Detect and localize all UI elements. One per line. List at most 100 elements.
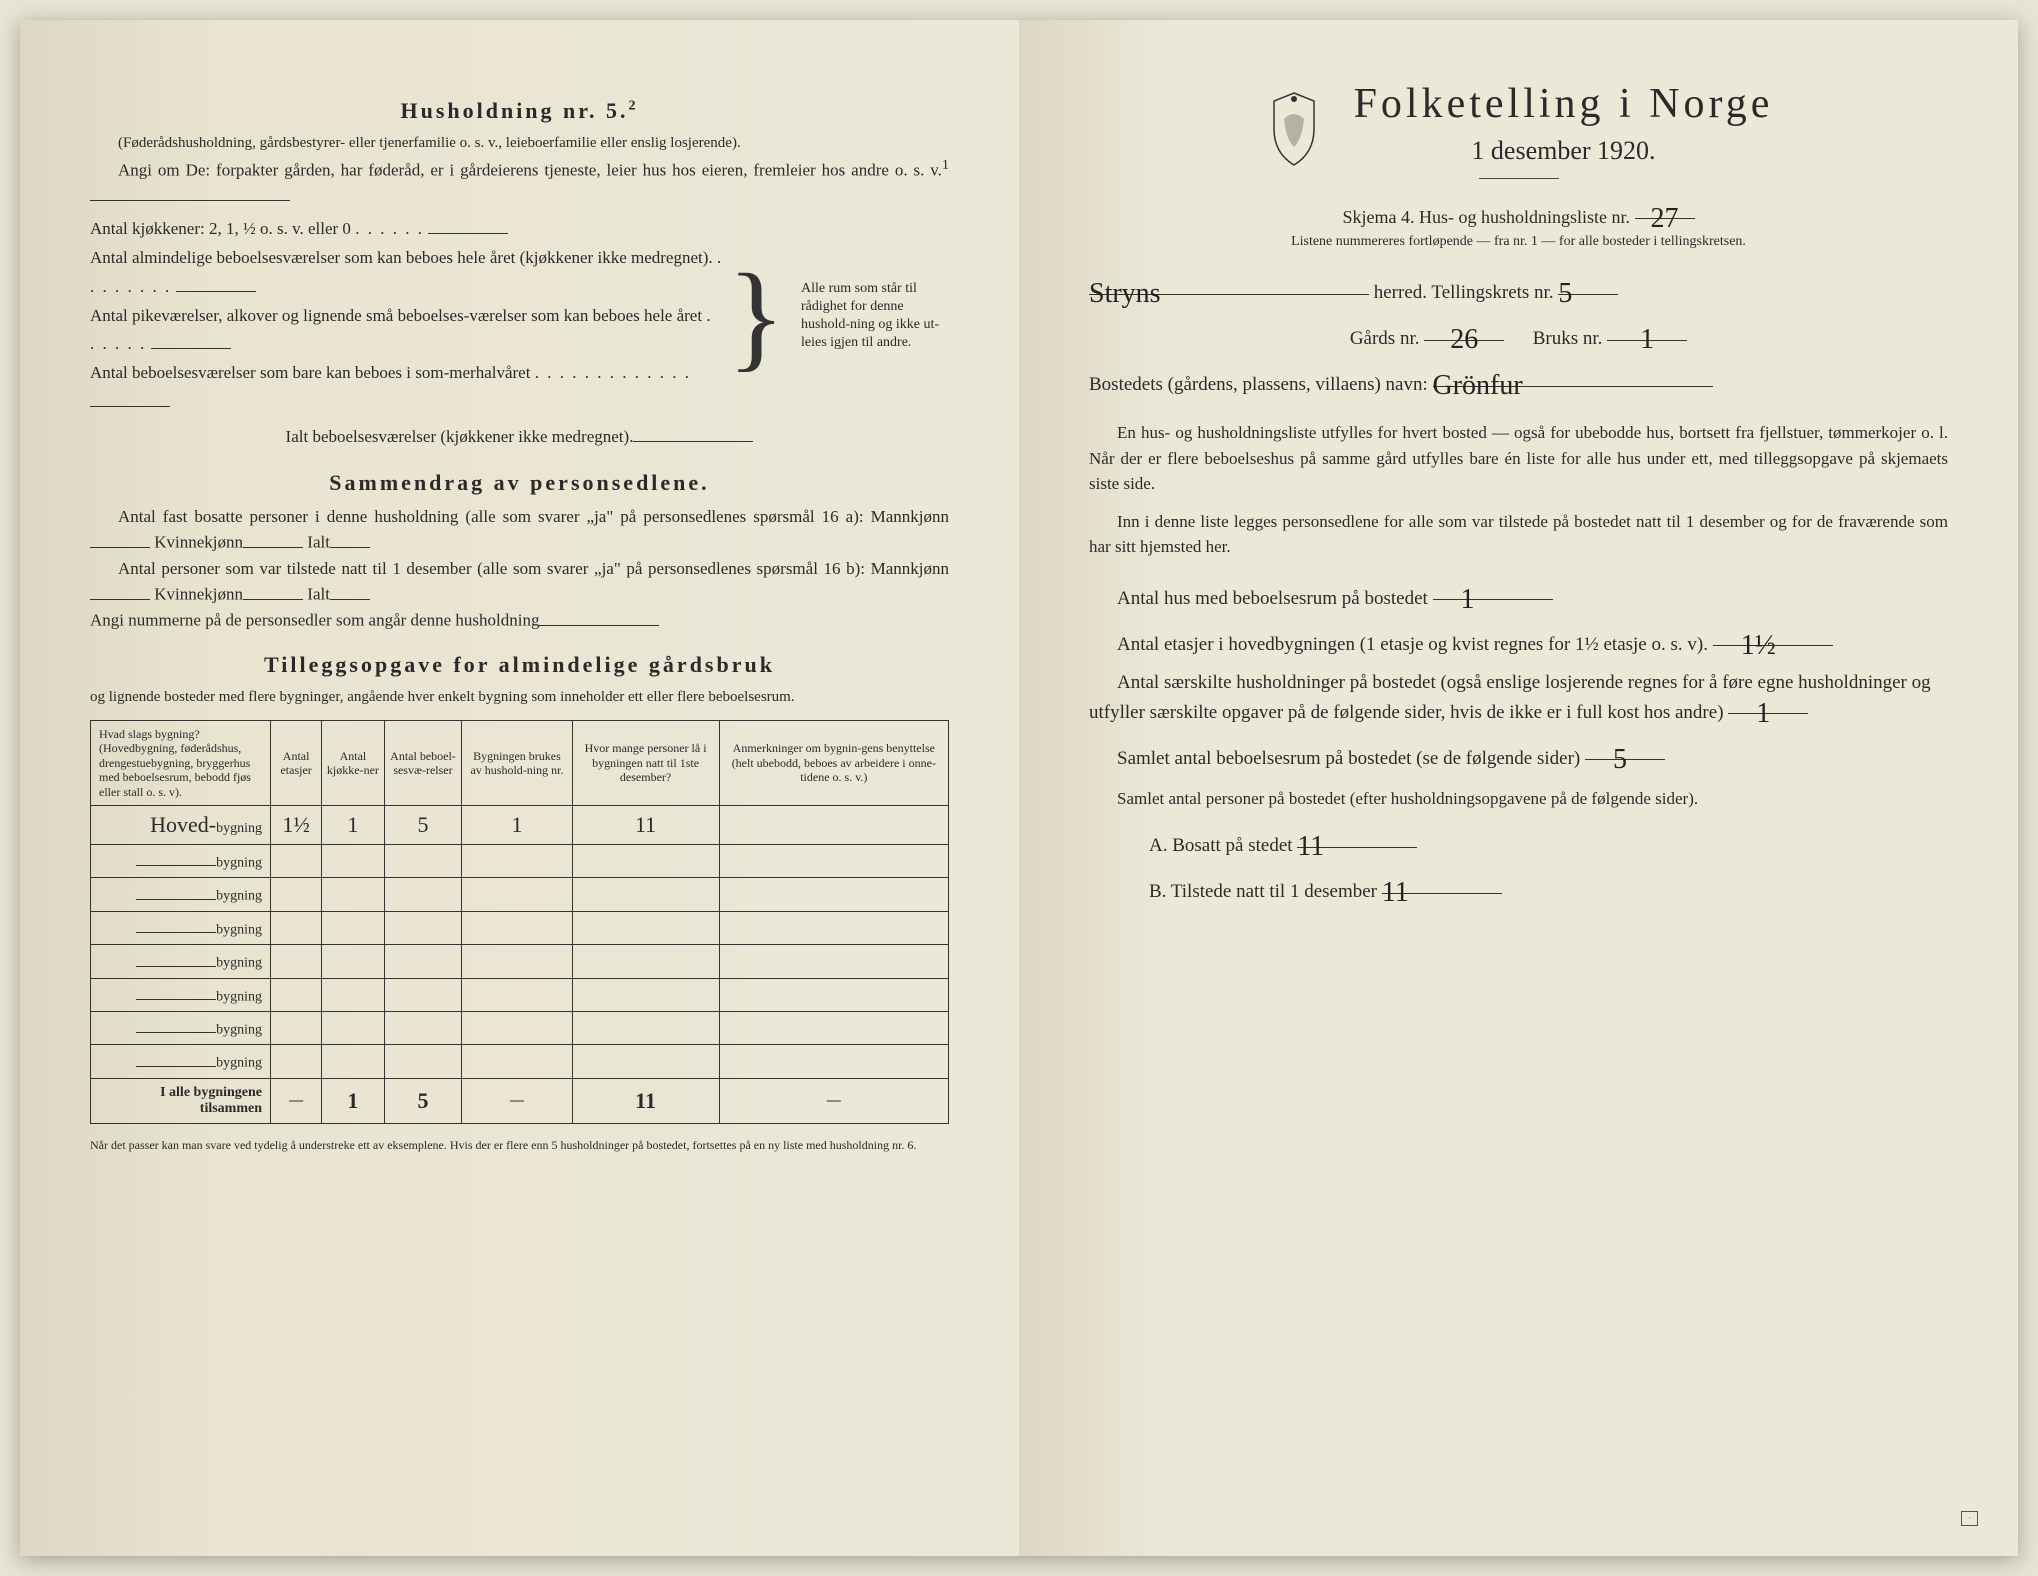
angi-num-text: Angi nummerne på de personsedler som ang… (90, 611, 539, 630)
table-row: bygning (91, 878, 949, 911)
row-label: bygning (91, 978, 271, 1011)
ialt-blank-2 (330, 581, 370, 600)
table-row: bygning (91, 844, 949, 877)
table-cell (719, 844, 948, 877)
right-page: Folketelling i Norge 1 desember 1920. Sk… (1019, 20, 2018, 1556)
kvinne-label-2: Kvinnekjønn (154, 585, 243, 604)
total-cell: — (719, 1078, 948, 1123)
table-cell (719, 911, 948, 944)
room-blank-3 (90, 389, 170, 408)
table-cell: 1½ (271, 805, 322, 844)
ialt-line: Ialt beboelsesværelser (kjøkkener ikke m… (90, 423, 949, 452)
husholdning-title: Husholdning nr. 5.2 (90, 98, 949, 124)
q2-line: Antal etasjer i hovedbygningen (1 etasje… (1089, 626, 1948, 656)
table-cell (719, 945, 948, 978)
angi-num-line: Angi nummerne på de personsedler som ang… (90, 607, 949, 633)
table-cell (462, 945, 572, 978)
table-cell (384, 945, 462, 978)
row-suffix: bygning (216, 1022, 262, 1037)
rooms-left: Antal kjøkkener: 2, 1, ½ o. s. v. eller … (90, 215, 723, 417)
total-value: — (289, 1093, 303, 1108)
table-body: Hoved-bygning1½15111bygningbygningbygnin… (91, 805, 949, 1123)
total-cell: 1 (322, 1078, 384, 1123)
row-label-blank (136, 918, 216, 933)
row-label-blank (136, 884, 216, 899)
room-text-2: Antal pikeværelser, alkover og lignende … (90, 306, 702, 325)
mann-blank-2 (90, 581, 150, 600)
total-cell: — (462, 1078, 572, 1123)
herred-line: Stryns herred. Tellingskrets nr. 5 (1089, 274, 1948, 304)
dots: . . . . . . . . . . . . . (535, 363, 691, 382)
coat-of-arms-icon (1264, 89, 1324, 169)
table-cell (384, 844, 462, 877)
row-suffix: bygning (216, 989, 262, 1004)
kjokken-line: Antal kjøkkener: 2, 1, ½ o. s. v. eller … (90, 215, 723, 244)
table-cell (271, 978, 322, 1011)
row-label-blank (136, 951, 216, 966)
row-label: bygning (91, 1011, 271, 1044)
th-4: Bygningen brukes av hushold-ning nr. (462, 721, 572, 806)
room-text-1: Antal almindelige beboelsesværelser som … (90, 248, 713, 267)
sammendrag-p1: Antal fast bosatte personer i denne hush… (90, 504, 949, 556)
qB-label: B. Tilstede natt til 1 desember (1149, 881, 1377, 902)
husholdning-note: (Føderådshusholdning, gårdsbestyrer- ell… (90, 132, 949, 155)
qA-line: A. Bosatt på stedet 11 (1089, 827, 1948, 857)
total-cell: — (271, 1078, 322, 1123)
table-cell (322, 945, 384, 978)
kvinne-label-1: Kvinnekjønn (154, 533, 243, 552)
printer-stamp: · (1961, 1511, 1978, 1526)
table-cell (719, 878, 948, 911)
table-cell (462, 978, 572, 1011)
table-cell (719, 805, 948, 844)
cell-value: 1 (347, 812, 358, 837)
row-label-hw: Hoved- (150, 812, 216, 837)
table-cell (384, 1011, 462, 1044)
ialt-text: Ialt beboelsesværelser (kjøkkener ikke m… (286, 427, 634, 446)
left-page: Husholdning nr. 5.2 (Føderådshusholdning… (20, 20, 1019, 1556)
total-value: 5 (417, 1088, 428, 1113)
q1-line: Antal hus med beboelsesrum på bostedet 1 (1089, 580, 1948, 610)
table-cell (572, 978, 719, 1011)
qB-blank: 11 (1382, 873, 1502, 894)
total-cell: 11 (572, 1078, 719, 1123)
para2: Inn i denne liste legges personsedlene f… (1089, 509, 1948, 560)
sammendrag-title: Sammendrag av personsedlene. (90, 470, 949, 496)
table-total-row: I alle bygningene tilsammen—15—11— (91, 1078, 949, 1123)
row-label: bygning (91, 1045, 271, 1078)
table-cell (322, 978, 384, 1011)
table-cell (719, 978, 948, 1011)
ialt-blank-1 (330, 529, 370, 548)
table-cell (462, 1045, 572, 1078)
table-header-row: Hvad slags bygning? (Hovedbygning, føder… (91, 721, 949, 806)
room-text-3: Antal beboelsesværelser som bare kan beb… (90, 363, 530, 382)
total-value: — (510, 1093, 524, 1108)
qA-blank: 11 (1297, 827, 1417, 848)
table-cell (719, 1011, 948, 1044)
angi-text: Angi om De: forpakter gården, har føderå… (118, 160, 942, 179)
row-suffix: bygning (216, 1056, 262, 1071)
herred-hw: Stryns (1089, 278, 1161, 309)
ialt-label-1: Ialt (307, 533, 330, 552)
th-3: Antal beboel-sesvæ-relser (384, 721, 462, 806)
samm-p1-text: Antal fast bosatte personer i denne hush… (118, 507, 949, 526)
q5-line: Samlet antal personer på bostedet (efter… (1089, 786, 1948, 812)
angi-num-blank (539, 607, 659, 626)
table-cell (322, 878, 384, 911)
title-wrap: Folketelling i Norge 1 desember 1920. (1354, 80, 1774, 178)
table-row: bygning (91, 978, 949, 1011)
row-suffix: bygning (216, 889, 262, 904)
title-rule (1479, 178, 1559, 179)
table-cell (322, 844, 384, 877)
header-block: Folketelling i Norge 1 desember 1920. (1089, 80, 1948, 179)
row-label: bygning (91, 911, 271, 944)
husholdning-title-text: Husholdning nr. 5. (400, 98, 628, 123)
table-row: Hoved-bygning1½15111 (91, 805, 949, 844)
th-6: Anmerkninger om bygnin-gens benyttelse (… (719, 721, 948, 806)
table-row: bygning (91, 945, 949, 978)
th-2: Antal kjøkke-ner (322, 721, 384, 806)
angi-line: Angi om De: forpakter gården, har føderå… (90, 155, 949, 209)
table-cell (271, 911, 322, 944)
krets-blank: 5 (1558, 274, 1618, 295)
total-value: 1 (347, 1088, 358, 1113)
cell-value: 11 (635, 812, 656, 837)
